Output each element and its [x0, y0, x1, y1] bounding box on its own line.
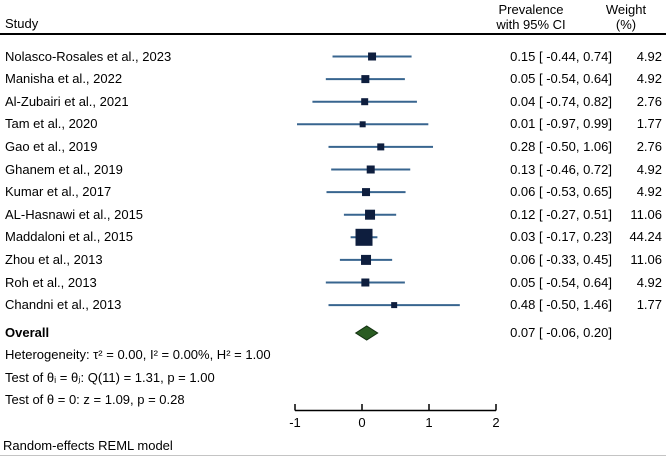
effect-marker — [361, 254, 372, 265]
overall-effect-value: 0.07 [ -0.06, 0.20] — [510, 325, 612, 340]
study-label: Gao et al., 2019 — [5, 138, 98, 154]
study-label: Manisha et al., 2022 — [5, 71, 123, 87]
x-axis-tick-label: -1 — [289, 415, 301, 430]
effect-value: 0.48 [ -0.50, 1.46] — [510, 297, 612, 313]
weight-value: 2.76 — [636, 93, 662, 109]
weight-value: 11.06 — [630, 251, 662, 267]
study-label: Maddaloni et al., 2015 — [5, 229, 133, 245]
study-label: Tam et al., 2020 — [5, 116, 98, 132]
effect-value: 0.05 [ -0.54, 0.64] — [510, 71, 612, 87]
x-axis-tick-label: 1 — [425, 415, 433, 430]
weight-value: 1.77 — [636, 116, 662, 132]
x-axis-tick-label: 2 — [492, 415, 500, 430]
overall-diamond — [354, 325, 379, 341]
study-label: Chandni et al., 2013 — [5, 297, 122, 313]
effect-marker — [368, 52, 377, 61]
effect-value: 0.05 [ -0.54, 0.64] — [510, 274, 612, 290]
study-label: Kumar et al., 2017 — [5, 184, 112, 200]
effect-value: 0.28 [ -0.50, 1.06] — [510, 138, 612, 154]
test-theta-zero: Test of θ = 0: z = 1.09, p = 0.28 — [5, 392, 185, 407]
effect-value: 0.01 [ -0.97, 0.99] — [510, 116, 612, 132]
weight-value: 4.92 — [636, 48, 662, 64]
effect-marker — [361, 75, 370, 84]
effect-value: 0.15 [ -0.44, 0.74] — [510, 48, 612, 64]
bottom-border — [0, 455, 666, 456]
column-header-effect-line1: Prevalence — [498, 2, 564, 17]
effect-marker — [377, 143, 385, 151]
effect-marker — [362, 188, 371, 197]
column-header-study: Study — [5, 16, 39, 31]
effect-marker — [361, 98, 369, 106]
column-header-effect: Prevalence with 95% CI — [450, 2, 612, 32]
effect-marker — [391, 302, 398, 309]
weight-value: 4.92 — [636, 161, 662, 177]
header-divider — [0, 33, 666, 35]
study-label: Roh et al., 2013 — [5, 274, 97, 290]
effect-value: 0.12 [ -0.27, 0.51] — [510, 206, 612, 222]
heterogeneity-stats: Heterogeneity: τ² = 0.00, I² = 0.00%, H²… — [5, 347, 271, 362]
weight-value: 11.06 — [630, 206, 662, 222]
column-header-weight: Weight (%) — [590, 2, 662, 32]
column-header-weight-line2: (%) — [615, 17, 637, 32]
weight-value: 2.76 — [636, 138, 662, 154]
weight-value: 1.77 — [636, 297, 662, 313]
effect-marker — [361, 278, 370, 287]
weight-value: 4.92 — [636, 71, 662, 87]
effect-value: 0.03 [ -0.17, 0.23] — [510, 229, 612, 245]
study-label: Zhou et al., 2013 — [5, 251, 103, 267]
column-header-weight-line1: Weight — [605, 2, 647, 17]
effect-value: 0.13 [ -0.46, 0.72] — [510, 161, 612, 177]
weight-value: 4.92 — [636, 274, 662, 290]
effect-value: 0.04 [ -0.74, 0.82] — [510, 93, 612, 109]
weight-value: 4.92 — [636, 184, 662, 200]
effect-value: 0.06 [ -0.33, 0.45] — [510, 251, 612, 267]
study-label: AL-Hasnawi et al., 2015 — [5, 206, 144, 222]
effect-marker — [365, 209, 376, 220]
test-theta-equality: Test of θᵢ = θⱼ: Q(11) = 1.31, p = 1.00 — [5, 370, 215, 385]
effect-marker — [359, 121, 366, 128]
overall-label: Overall — [5, 325, 50, 340]
effect-marker — [355, 228, 373, 246]
effect-value: 0.06 [ -0.53, 0.65] — [510, 184, 612, 200]
study-label: Nolasco-Rosales et al., 2023 — [5, 48, 172, 64]
model-note: Random-effects REML model — [3, 438, 173, 453]
weight-value: 44.24 — [629, 229, 662, 245]
x-axis-tick-label: 0 — [358, 415, 366, 430]
column-header-effect-line2: with 95% CI — [496, 17, 566, 32]
study-label: Ghanem et al., 2019 — [5, 161, 123, 177]
effect-marker — [366, 165, 375, 174]
study-label: Al-Zubairi et al., 2021 — [5, 93, 129, 109]
